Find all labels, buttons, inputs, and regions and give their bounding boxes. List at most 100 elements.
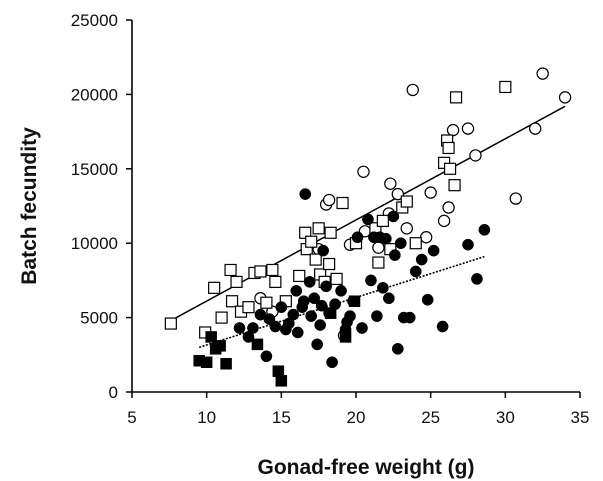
data-point-open-square [309, 253, 322, 266]
y-axis-ticks: 0 5000 10000 15000 20000 25000 [71, 11, 132, 402]
data-point-open-circle [529, 122, 542, 135]
data-point-filled-circle [287, 308, 300, 321]
data-point-filled-circle [260, 350, 273, 363]
data-point-open-circle [461, 122, 475, 135]
x-tick-label: 10 [197, 408, 216, 427]
data-point-filled-circle [478, 223, 491, 236]
data-point-filled-circle [362, 213, 374, 226]
data-point-open-square [225, 295, 239, 308]
data-point-open-square [266, 263, 279, 277]
data-point-open-circle [400, 222, 413, 235]
data-point-filled-circle [371, 310, 383, 322]
data-point-open-square [312, 222, 325, 235]
y-tick-label: 0 [109, 383, 118, 402]
data-point-open-square [164, 317, 177, 330]
data-point-open-square [293, 269, 306, 283]
data-point-open-square [499, 80, 512, 94]
data-point-filled-square [348, 295, 361, 307]
data-point-open-square [330, 272, 343, 286]
data-point-filled-circle [335, 284, 347, 297]
x-tick-label: 25 [421, 408, 440, 427]
data-point-open-circle [437, 214, 451, 228]
data-point-open-circle [558, 91, 572, 104]
data-point-open-circle [322, 193, 336, 207]
data-point-open-circle [419, 231, 433, 244]
data-point-filled-square [200, 356, 213, 368]
data-point-filled-circle [320, 280, 332, 293]
y-tick-label: 10000 [71, 234, 118, 253]
data-point-open-square [449, 91, 463, 104]
data-point-filled-circle [308, 292, 321, 305]
data-point-open-square [336, 196, 349, 210]
data-point-open-square [242, 301, 255, 314]
data-point-filled-circle [391, 342, 404, 355]
data-point-filled-circle [403, 311, 416, 324]
data-point-filled-circle [314, 319, 327, 331]
data-point-open-circle [442, 201, 455, 214]
data-point-filled-circle [436, 320, 449, 333]
data-point-filled-circle [356, 322, 368, 334]
data-point-filled-circle [291, 326, 304, 339]
data-point-open-circle [406, 83, 419, 97]
x-tick-label: 20 [347, 408, 366, 427]
data-point-open-circle [372, 241, 385, 254]
data-point-filled-circle [380, 232, 392, 245]
data-point-open-circle [446, 123, 460, 137]
data-point-filled-square [324, 307, 337, 319]
data-point-open-square [208, 281, 221, 294]
data-point-filled-circle [344, 310, 356, 322]
data-point-open-square [224, 263, 237, 277]
data-point-open-square [324, 226, 337, 239]
data-point-filled-circle [427, 244, 440, 257]
data-point-open-square [443, 162, 457, 175]
data-point-filled-circle [383, 292, 395, 305]
x-axis-ticks: 5 10 15 20 25 30 35 [127, 392, 589, 427]
y-tick-label: 15000 [71, 160, 118, 179]
y-axis-title: Batch fecundity [18, 127, 41, 285]
data-point-open-circle [469, 149, 482, 162]
trendline-solid [170, 105, 566, 322]
data-point-filled-circle [317, 244, 329, 257]
data-point-filled-circle [394, 237, 407, 250]
data-point-filled-circle [471, 273, 483, 285]
data-point-filled-circle [351, 231, 364, 244]
data-point-filled-circle [305, 310, 318, 322]
data-point-filled-circle [299, 188, 312, 200]
x-tick-label: 35 [571, 408, 590, 427]
data-point-open-circle [424, 186, 437, 199]
data-point-filled-circle [297, 295, 310, 308]
data-point-filled-circle [315, 299, 328, 312]
data-point-filled-circle [275, 301, 288, 314]
data-point-open-square [448, 179, 461, 192]
data-point-filled-circle [326, 356, 338, 369]
y-tick-label: 5000 [80, 309, 118, 328]
data-point-filled-circle [290, 284, 303, 297]
data-point-open-square [409, 237, 422, 250]
x-tick-label: 30 [496, 408, 515, 427]
data-point-filled-circle [415, 253, 428, 266]
data-point-open-square [260, 296, 273, 309]
data-point-filled-circle [388, 249, 401, 261]
data-point-filled-square [339, 331, 352, 343]
data-point-filled-square [220, 357, 232, 370]
data-point-filled-square [272, 365, 285, 377]
data-point-filled-circle [387, 210, 400, 223]
data-point-filled-circle [247, 322, 259, 334]
data-point-filled-square [214, 340, 226, 352]
data-point-open-square [215, 311, 228, 324]
x-axis-title: Gonad-free weight (g) [258, 456, 475, 479]
data-point-filled-circle [462, 238, 474, 251]
data-point-open-square [269, 275, 282, 288]
data-points [164, 67, 572, 387]
x-tick-label: 5 [127, 408, 136, 427]
data-point-filled-circle [421, 293, 434, 306]
data-point-open-square [442, 141, 455, 155]
data-point-filled-square [251, 338, 264, 351]
data-point-open-circle [391, 187, 405, 201]
data-point-open-square [400, 195, 413, 208]
data-point-filled-circle [233, 322, 246, 334]
data-point-filled-circle [365, 274, 377, 287]
data-point-open-square [323, 257, 336, 271]
data-point-filled-circle [311, 338, 324, 351]
